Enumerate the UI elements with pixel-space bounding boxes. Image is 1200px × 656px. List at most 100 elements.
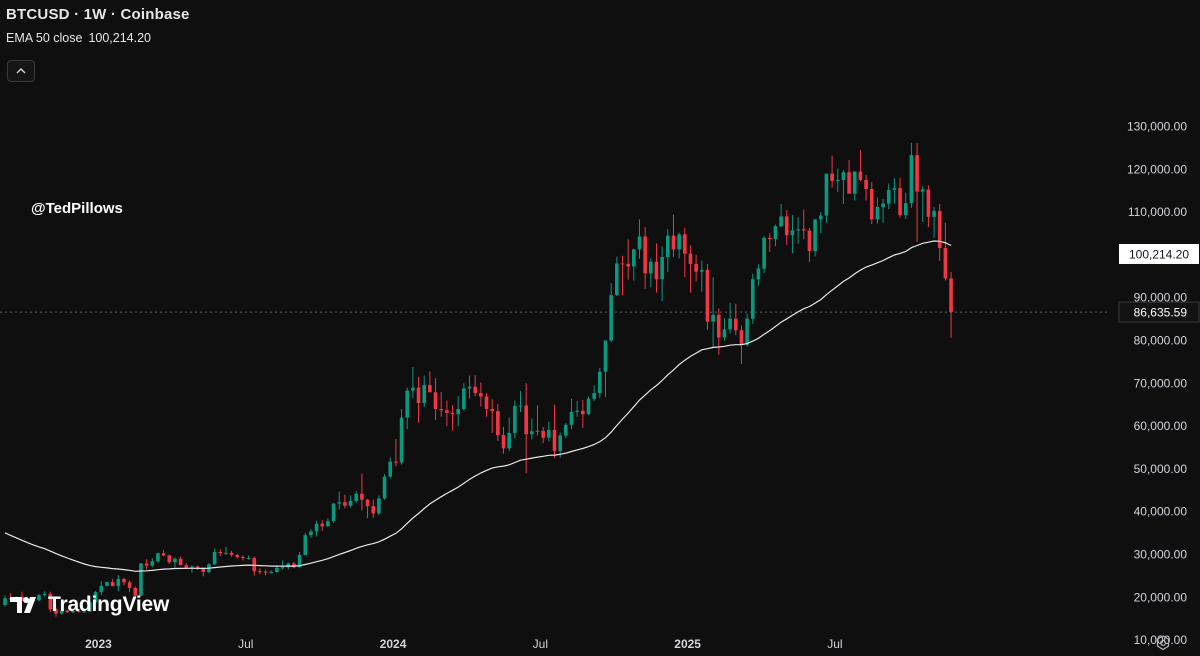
candle-body[interactable] — [830, 173, 834, 181]
candle-body[interactable] — [292, 563, 296, 568]
candle-body[interactable] — [813, 219, 817, 252]
candle-body[interactable] — [711, 314, 715, 322]
candle-body[interactable] — [65, 610, 70, 613]
candle-body[interactable] — [807, 230, 812, 252]
candle-body[interactable] — [235, 554, 240, 558]
candle-body[interactable] — [586, 398, 591, 415]
price-axis[interactable]: 130,000.00120,000.00110,000.0090,000.008… — [1118, 120, 1200, 648]
candle-body[interactable] — [932, 210, 936, 217]
candle-body[interactable] — [428, 385, 432, 393]
candle-body[interactable] — [399, 417, 404, 463]
candle-body[interactable] — [445, 410, 449, 413]
candle-body[interactable] — [286, 563, 291, 568]
candle-body[interactable] — [59, 610, 64, 614]
candle-body[interactable] — [439, 408, 444, 411]
candle-body[interactable] — [881, 203, 885, 207]
candle-body[interactable] — [858, 171, 863, 180]
candle-body[interactable] — [110, 581, 115, 587]
candle-body[interactable] — [326, 521, 330, 527]
candle-body[interactable] — [462, 388, 466, 409]
candle-body[interactable] — [564, 424, 568, 436]
candle-body[interactable] — [37, 595, 41, 601]
candle-body[interactable] — [450, 412, 455, 415]
candle-body[interactable] — [303, 535, 308, 555]
candle-body[interactable] — [722, 329, 727, 338]
candle-body[interactable] — [824, 173, 829, 216]
candle-body[interactable] — [756, 268, 761, 280]
candle-body[interactable] — [886, 189, 891, 204]
candle-body[interactable] — [275, 567, 279, 573]
candle-body[interactable] — [745, 318, 749, 345]
candle-body[interactable] — [513, 405, 517, 433]
candle-body[interactable] — [224, 552, 228, 554]
candle-body[interactable] — [552, 429, 557, 451]
candle-body[interactable] — [609, 295, 613, 341]
candle-body[interactable] — [377, 498, 381, 514]
candle-body[interactable] — [467, 386, 472, 389]
candle-body[interactable] — [195, 566, 200, 569]
candle-body[interactable] — [122, 578, 126, 583]
candle-body[interactable] — [394, 461, 398, 463]
candle-body[interactable] — [507, 432, 511, 449]
candle-body[interactable] — [218, 551, 223, 554]
candle-body[interactable] — [892, 188, 897, 190]
candle-body[interactable] — [750, 279, 755, 319]
candle-body[interactable] — [739, 330, 744, 345]
candle-body[interactable] — [915, 155, 919, 192]
candle-body[interactable] — [903, 203, 908, 216]
candle-body[interactable] — [241, 557, 245, 559]
candle-body[interactable] — [649, 261, 653, 274]
candle-body[interactable] — [558, 435, 562, 451]
candle-body[interactable] — [161, 553, 166, 556]
candle-body[interactable] — [677, 234, 681, 250]
candle-body[interactable] — [93, 592, 98, 603]
candle-body[interactable] — [530, 431, 534, 435]
candle-body[interactable] — [269, 572, 274, 574]
candle-body[interactable] — [581, 410, 585, 415]
candle-body[interactable] — [547, 429, 551, 438]
candle-body[interactable] — [716, 314, 721, 338]
candle-body[interactable] — [280, 567, 285, 569]
candle-body[interactable] — [598, 371, 602, 394]
candle-body[interactable] — [569, 411, 574, 425]
candle-body[interactable] — [479, 393, 483, 397]
candle-body[interactable] — [705, 269, 710, 322]
time-axis[interactable]: 2023 Jul 2024 Jul 2025 Jul — [85, 637, 842, 651]
candle-body[interactable] — [626, 263, 630, 267]
candle-body[interactable] — [456, 408, 460, 415]
candle-body[interactable] — [920, 189, 925, 192]
candle-body[interactable] — [337, 502, 342, 504]
candle-body[interactable] — [360, 493, 364, 500]
candle-body[interactable] — [490, 408, 494, 412]
candle-body[interactable] — [411, 387, 415, 391]
candle-body[interactable] — [133, 587, 138, 596]
candle-body[interactable] — [694, 263, 698, 272]
collapse-legend-button[interactable] — [7, 60, 35, 82]
candle-body[interactable] — [139, 563, 143, 596]
candle-body[interactable] — [105, 581, 109, 586]
candle-body[interactable] — [331, 503, 336, 522]
candle-body[interactable] — [54, 609, 58, 614]
candle-body[interactable] — [246, 557, 251, 559]
candle-body[interactable] — [150, 561, 155, 566]
candle-body[interactable] — [541, 430, 545, 438]
candle-body[interactable] — [864, 180, 868, 189]
candle-body[interactable] — [190, 566, 194, 568]
candle-body[interactable] — [603, 340, 608, 372]
candle-body[interactable] — [943, 248, 948, 279]
ema-legend[interactable]: EMA 50 close 100,214.20 — [6, 31, 190, 45]
candle-body[interactable] — [699, 269, 704, 272]
candle-body[interactable] — [156, 553, 160, 562]
candle-body[interactable] — [42, 593, 47, 596]
candle-body[interactable] — [365, 499, 370, 507]
candle-body[interactable] — [144, 563, 149, 566]
chart-settings-button[interactable] — [1154, 634, 1172, 652]
candle-body[interactable] — [847, 172, 851, 194]
candle-body[interactable] — [416, 387, 421, 403]
candle-body[interactable] — [127, 582, 132, 588]
candle-body[interactable] — [660, 257, 664, 280]
candle-body[interactable] — [615, 263, 619, 296]
candle-body[interactable] — [320, 523, 325, 527]
candle-body[interactable] — [632, 249, 636, 267]
